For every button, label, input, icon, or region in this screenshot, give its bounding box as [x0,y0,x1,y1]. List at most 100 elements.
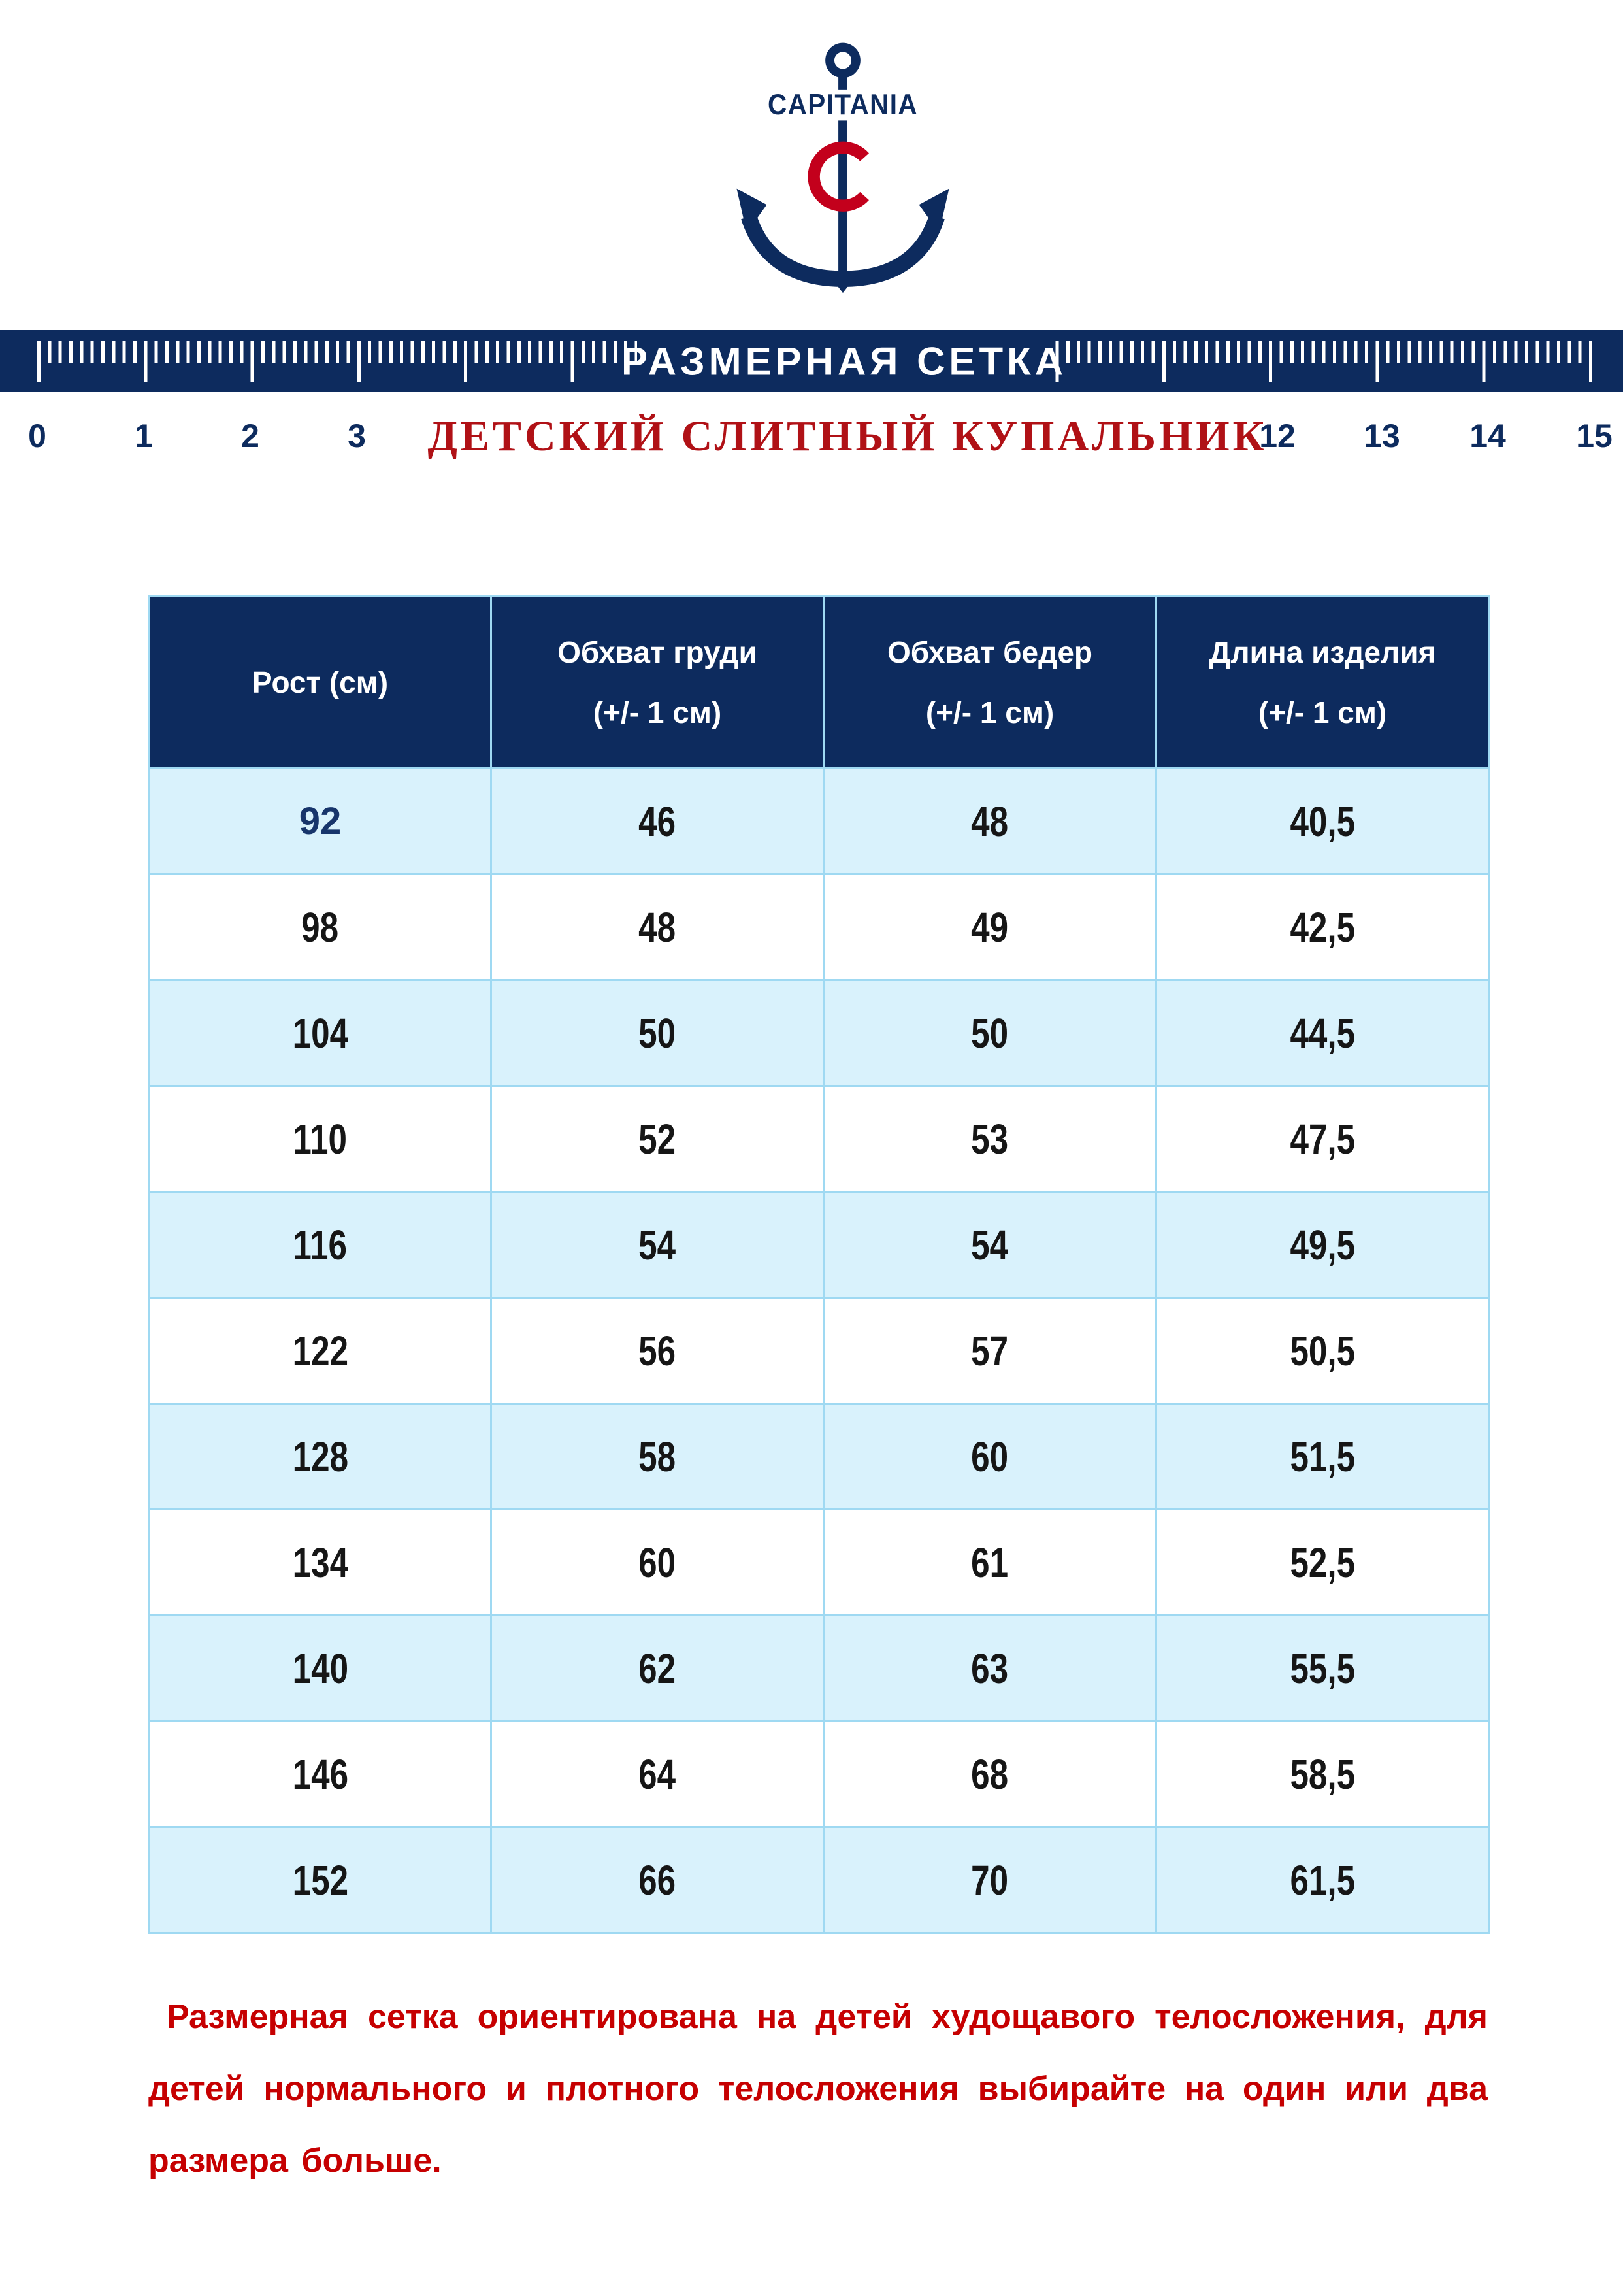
cell-length: 51,5 [1155,1403,1490,1510]
cell-height: 122 [148,1297,492,1405]
cell-value: 44,5 [1290,1009,1355,1057]
table-row: 134 60 61 52,5 [148,1508,1490,1616]
table-row: 128 58 60 51,5 [148,1403,1490,1510]
cell-height: 98 [148,873,492,981]
cell-chest: 46 [490,767,825,875]
cell-chest: 58 [490,1403,825,1510]
size-table: Рост (см) Обхват груди (+/- 1 см) Обхват … [148,595,1490,1934]
cell-height: 92 [148,767,492,875]
ruler-ticks-right-icon [1055,341,1592,382]
cell-height: 140 [148,1614,492,1722]
cell-hips: 49 [823,873,1157,981]
cell-value: 53 [971,1115,1009,1163]
sizing-note: Размерная сетка ориентирована на детей х… [148,1998,1488,2180]
cell-height: 104 [148,979,492,1087]
ruler-number-13: 13 [1364,418,1400,454]
cell-chest: 62 [490,1614,825,1722]
cell-value: 61,5 [1290,1856,1355,1904]
cell-height: 134 [148,1508,492,1616]
cell-chest: 56 [490,1297,825,1405]
cell-value: 66 [638,1856,676,1904]
table-row: 98 48 49 42,5 [148,873,1490,981]
cell-value: 48 [971,797,1009,845]
cell-value: 98 [301,903,339,951]
header-chest-label: Обхват груди [557,635,757,669]
ruler-number-0: 0 [28,418,46,454]
cell-chest: 64 [490,1720,825,1828]
table-row: 110 52 53 47,5 [148,1085,1490,1193]
cell-hips: 68 [823,1720,1157,1828]
cell-hips: 70 [823,1826,1157,1934]
cell-chest: 60 [490,1508,825,1616]
cell-value: 60 [638,1539,676,1586]
anchor-right-fluke-icon [919,188,949,233]
cell-height: 146 [148,1720,492,1828]
cell-value: 49,5 [1290,1221,1355,1269]
cell-hips: 53 [823,1085,1157,1193]
capitania-anchor-logo-icon: CAPITANIA [736,42,949,293]
cell-value: 61 [971,1539,1009,1586]
cell-value: 47,5 [1290,1115,1355,1163]
ruler-number-strip: 0 1 2 3 ДЕТСКИЙ СЛИТНЫЙ КУПАЛЬНИК 12 13 … [0,392,1623,480]
cell-value: 68 [971,1750,1009,1798]
anchor-left-fluke-icon [736,188,767,233]
cell-value: 46 [638,797,676,845]
cell-value: 50,5 [1290,1327,1355,1374]
cell-value: 57 [971,1327,1009,1374]
cell-chest: 66 [490,1826,825,1934]
cell-value: 104 [292,1009,348,1057]
cell-value: 48 [638,903,676,951]
cell-value: 58 [638,1433,676,1480]
header-height-label: Рост (см) [252,665,389,699]
logo-header: CAPITANIA [0,0,1623,330]
table-row: 146 64 68 58,5 [148,1720,1490,1828]
table-row: 92 46 48 40,5 [148,767,1490,875]
table-row: 140 62 63 55,5 [148,1614,1490,1722]
cell-length: 61,5 [1155,1826,1490,1934]
anchor-stem-top [838,71,847,90]
table-row: 104 50 50 44,5 [148,979,1490,1087]
header-hips-tolerance: (+/- 1 см) [925,695,1055,729]
anchor-ring-icon [825,42,861,78]
cell-value: 63 [971,1644,1009,1692]
cell-value: 50 [638,1009,676,1057]
cell-hips: 57 [823,1297,1157,1405]
cell-value: 140 [292,1644,348,1692]
ruler-number-1: 1 [135,418,153,454]
header-hips: Обхват бедер (+/- 1 см) [823,595,1157,769]
cell-value: 64 [638,1750,676,1798]
table-row: 116 54 54 49,5 [148,1191,1490,1299]
logo-monogram-c-icon [808,141,869,212]
cell-chest: 52 [490,1085,825,1193]
cell-hips: 54 [823,1191,1157,1299]
cell-chest: 48 [490,873,825,981]
cell-value: 92 [299,800,342,842]
header-hips-label: Обхват бедер [887,635,1093,669]
cell-length: 52,5 [1155,1508,1490,1616]
ruler-number-12: 12 [1259,418,1296,454]
cell-hips: 60 [823,1403,1157,1510]
header-height: Рост (см) [148,595,492,769]
cell-height: 110 [148,1085,492,1193]
cell-length: 40,5 [1155,767,1490,875]
header-chest-tolerance: (+/- 1 см) [593,695,722,729]
cell-value: 116 [293,1221,348,1269]
header-length-label: Длина изделия [1209,635,1436,669]
cell-value: 55,5 [1290,1644,1355,1692]
table-header-row: Рост (см) Обхват груди (+/- 1 см) Обхват … [148,595,1490,769]
cell-value: 50 [971,1009,1009,1057]
ruler-banner: РАЗМЕРНАЯ СЕТКА [0,330,1623,392]
cell-value: 134 [292,1539,348,1586]
cell-value: 122 [292,1327,348,1374]
header-length: Длина изделия (+/- 1 см) [1155,595,1490,769]
cell-value: 54 [638,1221,676,1269]
ruler-number-15: 15 [1576,418,1613,454]
ruler-number-3: 3 [348,418,366,454]
header-length-tolerance: (+/- 1 см) [1258,695,1387,729]
table-row: 152 66 70 61,5 [148,1826,1490,1934]
cell-value: 128 [292,1433,348,1480]
banner-title: РАЗМЕРНАЯ СЕТКА [621,339,1068,383]
cell-value: 54 [971,1221,1009,1269]
table-row: 122 56 57 50,5 [148,1297,1490,1405]
cell-value: 40,5 [1290,797,1355,845]
